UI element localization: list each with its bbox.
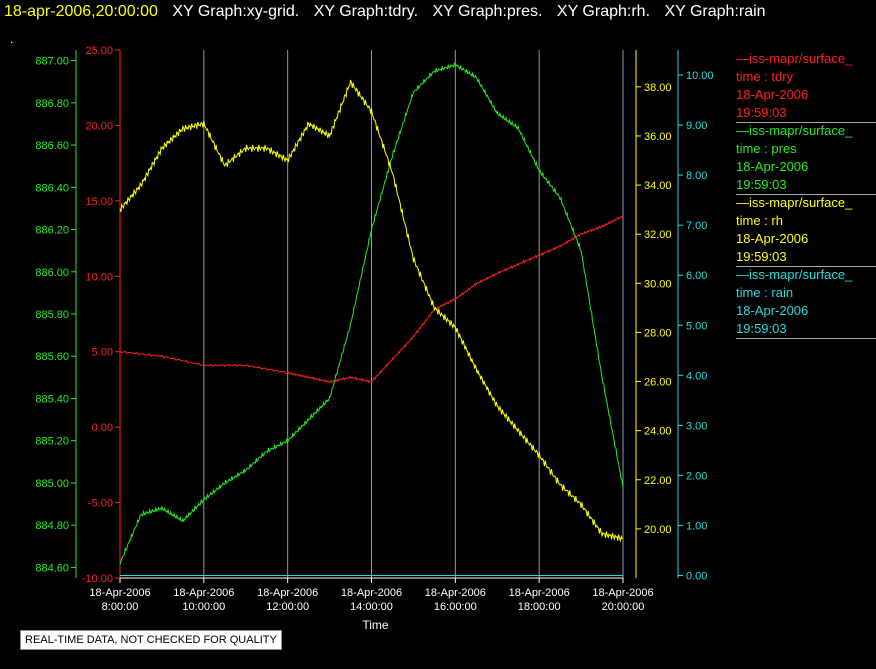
rain-tick-label: 10.00 — [686, 70, 714, 82]
graph-title-bar: 18-apr-2006,20:00:00 XY Graph:xy-grid. X… — [4, 3, 776, 25]
rain-tick-label: 4.00 — [686, 370, 707, 382]
x-tick-label-date: 18-Apr-2006 — [425, 587, 486, 599]
tdry-tick-label: -10.00 — [82, 573, 113, 585]
legend-series-date: 18-Apr-2006 — [736, 231, 809, 246]
legend-divider — [736, 122, 876, 123]
x-tick-label-date: 18-Apr-2006 — [341, 587, 402, 599]
rain-tick-label: 0.00 — [686, 570, 707, 582]
status-dot: . — [10, 32, 14, 46]
series-line-rh — [119, 79, 624, 543]
pres-tick-label: 885.00 — [35, 478, 69, 490]
x-tick-label-time: 10:00:00 — [182, 601, 225, 613]
pres-tick-label: 887.00 — [35, 56, 69, 68]
legend-series-time: 19:59:03 — [736, 177, 787, 192]
tdry-tick-label: 25.00 — [85, 45, 113, 57]
x-tick-label-date: 18-Apr-2006 — [592, 587, 653, 599]
legend-entry-pres: —iss-mapr/surface_ time : pres 18-Apr-20… — [736, 122, 876, 195]
legend-series-name: —iss-mapr/surface_ — [736, 267, 853, 282]
timestamp-label: 18-apr-2006,20:00:00 — [4, 3, 158, 20]
tdry-tick-label: 5.00 — [92, 347, 113, 359]
x-tick-label-date: 18-Apr-2006 — [89, 587, 150, 599]
pres-tick-label: 886.20 — [35, 225, 69, 237]
x-tick-label-time: 18:00:00 — [518, 601, 561, 613]
pres-tick-label: 885.20 — [35, 436, 69, 448]
legend-series-time: 19:59:03 — [736, 321, 787, 336]
x-tick-label-date: 18-Apr-2006 — [257, 587, 318, 599]
rain-tick-label: 1.00 — [686, 520, 707, 532]
legend-series-date: 18-Apr-2006 — [736, 87, 809, 102]
pres-tick-label: 886.60 — [35, 140, 69, 152]
rain-tick-label: 9.00 — [686, 120, 707, 132]
graph-label-xy-grid: XY Graph:xy-grid. — [172, 3, 300, 20]
x-tick-label-time: 20:00:00 — [602, 601, 645, 613]
legend-series-time: 19:59:03 — [736, 105, 787, 120]
rain-tick-label: 6.00 — [686, 270, 707, 282]
rh-tick-label: 30.00 — [644, 278, 672, 290]
rain-tick-label: 8.00 — [686, 170, 707, 182]
rain-tick-label: 5.00 — [686, 320, 707, 332]
series-line-tdry — [119, 215, 624, 384]
rh-tick-label: 34.00 — [644, 180, 672, 192]
legend-series-name: —iss-mapr/surface_ — [736, 51, 853, 66]
x-tick-label-date: 18-Apr-2006 — [509, 587, 570, 599]
legend-entry-tdry: —iss-mapr/surface_ time : tdry 18-Apr-20… — [736, 50, 876, 123]
pres-tick-label: 886.80 — [35, 98, 69, 110]
rh-tick-label: 26.00 — [644, 377, 672, 389]
tdry-tick-label: 20.00 — [85, 120, 113, 132]
rain-tick-label: 3.00 — [686, 420, 707, 432]
pres-tick-label: 885.60 — [35, 351, 69, 363]
rain-tick-label: 7.00 — [686, 220, 707, 232]
pres-tick-label: 884.60 — [35, 562, 69, 574]
legend-entry-rain: —iss-mapr/surface_ time : rain 18-Apr-20… — [736, 266, 876, 339]
rain-tick-label: 2.00 — [686, 470, 707, 482]
series-line-pres — [119, 62, 624, 565]
legend-divider — [736, 338, 876, 339]
x-tick-label-date: 18-Apr-2006 — [173, 587, 234, 599]
tdry-tick-label: 10.00 — [85, 271, 113, 283]
legend-series-field: time : tdry — [736, 69, 794, 84]
tdry-tick-label: 0.00 — [92, 422, 113, 434]
tdry-tick-label: 15.00 — [85, 196, 113, 208]
graph-label-rh: XY Graph:rh. — [556, 3, 651, 20]
legend-divider — [736, 194, 876, 195]
legend-entry-rh: —iss-mapr/surface_ time : rh 18-Apr-2006… — [736, 194, 876, 267]
x-tick-label-time: 16:00:00 — [434, 601, 477, 613]
pres-tick-label: 886.40 — [35, 182, 69, 194]
legend-series-name: —iss-mapr/surface_ — [736, 195, 853, 210]
x-axis-title: Time — [362, 618, 389, 632]
pres-tick-label: 885.40 — [35, 393, 69, 405]
pres-tick-label: 885.80 — [35, 309, 69, 321]
legend-divider — [736, 266, 876, 267]
legend-series-date: 18-Apr-2006 — [736, 159, 809, 174]
legend-series-time: 19:59:03 — [736, 249, 787, 264]
x-tick-label-time: 14:00:00 — [350, 601, 393, 613]
rh-tick-label: 24.00 — [644, 426, 672, 438]
graph-label-rain: XY Graph:rain — [664, 3, 766, 20]
legend-series-field: time : pres — [736, 141, 797, 156]
x-tick-label-time: 12:00:00 — [266, 601, 309, 613]
rh-tick-label: 36.00 — [644, 131, 672, 143]
graph-label-pres: XY Graph:pres. — [432, 3, 543, 20]
quality-warning: REAL-TIME DATA, NOT CHECKED FOR QUALITY — [20, 630, 282, 650]
legend-series-name: —iss-mapr/surface_ — [736, 123, 853, 138]
pres-tick-label: 886.00 — [35, 267, 69, 279]
x-tick-label-time: 8:00:00 — [102, 601, 139, 613]
legend-series-field: time : rh — [736, 213, 783, 228]
legend-series-field: time : rain — [736, 285, 794, 300]
tdry-tick-label: -5.00 — [88, 498, 113, 510]
rh-tick-label: 20.00 — [644, 524, 672, 536]
rh-tick-label: 28.00 — [644, 327, 672, 339]
pres-tick-label: 884.80 — [35, 520, 69, 532]
rh-tick-label: 22.00 — [644, 475, 672, 487]
legend-series-date: 18-Apr-2006 — [736, 303, 809, 318]
rh-tick-label: 38.00 — [644, 82, 672, 94]
rh-tick-label: 32.00 — [644, 229, 672, 241]
graph-label-tdry: XY Graph:tdry. — [313, 3, 419, 20]
